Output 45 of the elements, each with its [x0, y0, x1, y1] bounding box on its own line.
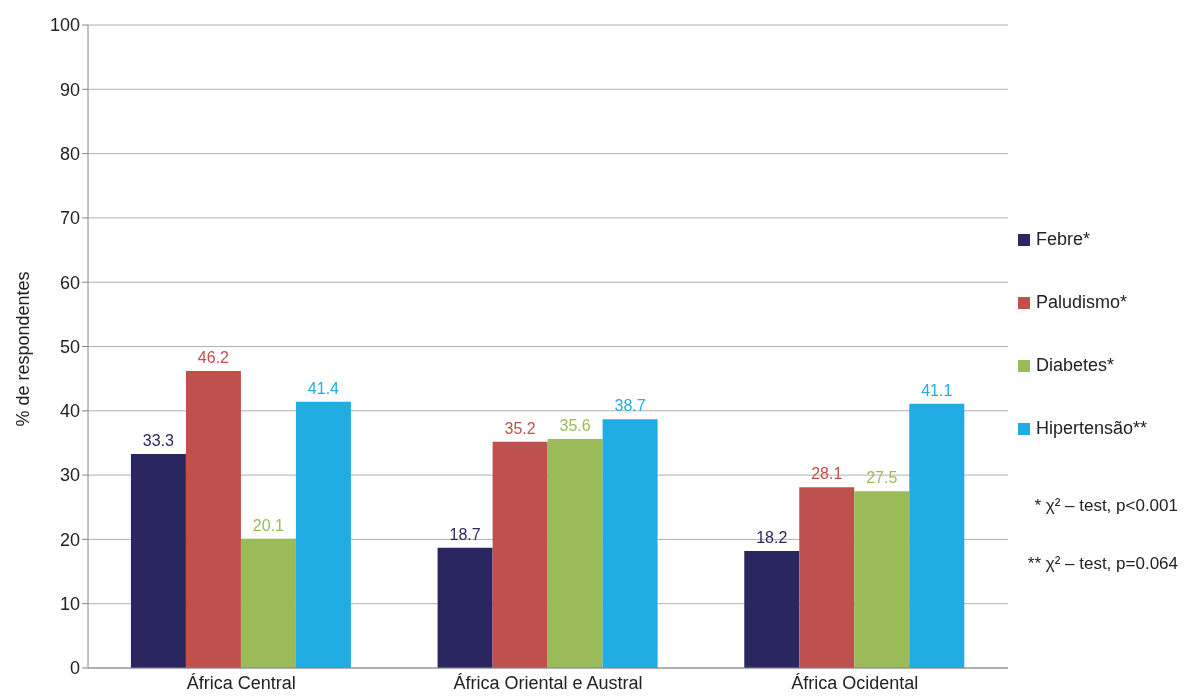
y-axis-title: % de respondentes [13, 271, 34, 427]
y-tick-label: 90 [59, 79, 80, 100]
legend-label: Paludismo* [1036, 292, 1128, 313]
y-tick-label: 40 [59, 401, 80, 422]
data-label: 38.7 [614, 397, 646, 415]
y-tick-label: 20 [59, 529, 80, 550]
data-label: 46.2 [197, 348, 230, 366]
bar [492, 441, 548, 668]
legend-label: Hipertensão** [1036, 418, 1148, 439]
y-tick-label: 50 [59, 336, 80, 357]
y-tick-label: 60 [59, 272, 80, 293]
legend-label: Febre* [1036, 229, 1091, 250]
y-tick-label: 70 [59, 208, 80, 229]
data-label: 35.6 [559, 417, 591, 435]
bar [602, 419, 658, 668]
data-label: 35.2 [504, 419, 536, 437]
bar [854, 491, 910, 668]
data-label: 41.1 [921, 381, 953, 399]
y-tick-label: 80 [59, 143, 80, 164]
bar [295, 401, 351, 668]
data-label: 28.1 [811, 465, 843, 483]
data-label: 18.7 [449, 525, 481, 543]
data-label: 33.3 [142, 431, 175, 449]
x-tick-label: África Central [186, 672, 296, 693]
y-tick-label: 30 [59, 465, 80, 486]
x-tick-label: África Ocidental [791, 672, 919, 693]
y-tick-label: 0 [69, 658, 80, 679]
bar [799, 487, 855, 668]
legend-label: Diabetes* [1036, 355, 1115, 376]
text: ** χ² – test, p=0.064 [1026, 554, 1178, 575]
bar [547, 439, 603, 668]
bar [240, 538, 296, 668]
data-label: 27.5 [866, 469, 898, 487]
x-tick-label: África Oriental e Austral [453, 672, 643, 693]
bar [437, 547, 493, 668]
bar [744, 550, 800, 668]
text: * χ² – test, p<0.001 [1033, 496, 1178, 517]
y-tick-label: 10 [59, 594, 80, 615]
bar [909, 403, 965, 668]
bar [185, 370, 241, 668]
y-tick-label: 100 [49, 15, 80, 36]
bar [130, 453, 186, 668]
data-label: 20.1 [252, 516, 285, 534]
data-label: 41.4 [307, 379, 340, 397]
data-label: 18.2 [756, 528, 788, 546]
